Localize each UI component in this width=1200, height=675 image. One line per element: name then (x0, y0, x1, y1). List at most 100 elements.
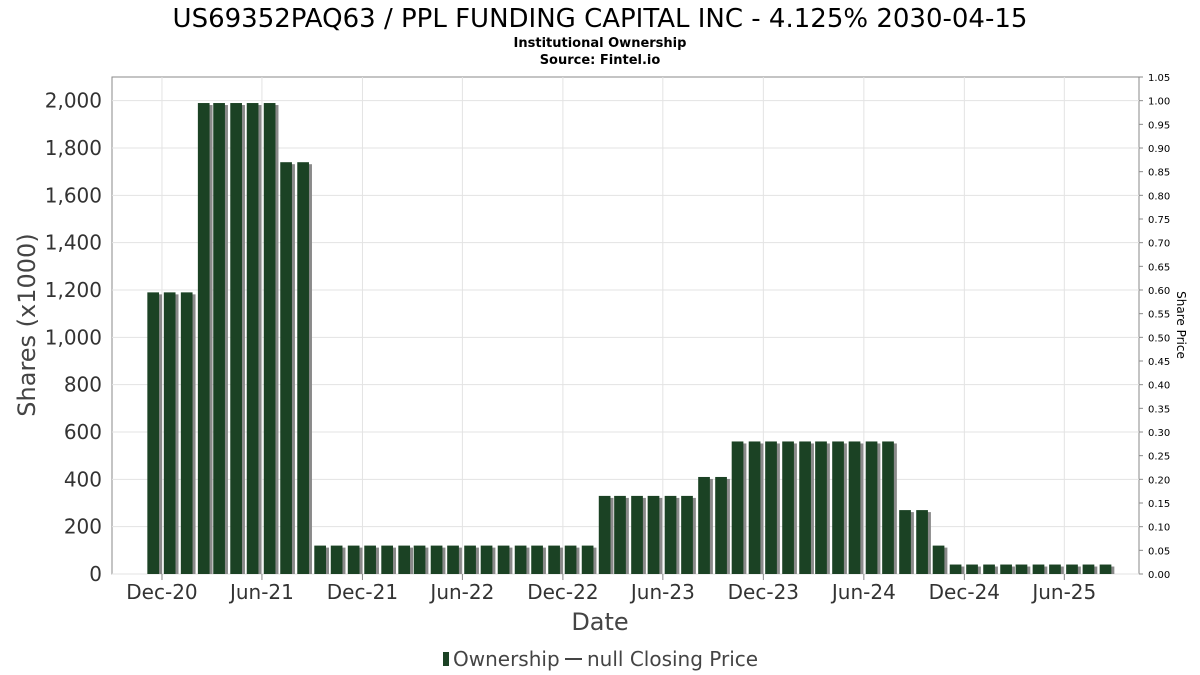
x-tick-label: Jun-23 (629, 580, 695, 604)
bar (564, 545, 577, 574)
bar (932, 545, 945, 574)
y-right-tick-label: 0.55 (1148, 310, 1170, 321)
bar (681, 495, 693, 574)
bar (631, 495, 643, 574)
bar (246, 103, 259, 575)
y-tick-label: 400 (64, 467, 102, 491)
bar (280, 162, 292, 574)
y-right-tick-label: 0.45 (1148, 357, 1170, 368)
y-right-tick-label: 0.20 (1148, 475, 1170, 486)
bar (966, 564, 978, 574)
y-right-tick-label: 0.50 (1148, 333, 1170, 344)
bar (1000, 564, 1012, 574)
y-right-tick-label: 1.05 (1148, 73, 1170, 84)
bar (330, 545, 343, 574)
bar (799, 441, 811, 574)
x-tick-label: Jun-24 (830, 580, 896, 604)
x-tick-label: Jun-21 (228, 580, 294, 604)
chart-subtitle: Institutional Ownership (514, 36, 687, 51)
y-right-tick-label: 0.95 (1148, 120, 1170, 131)
y-right-tick-label: 0.60 (1148, 286, 1170, 297)
y-right-tick-label: 1.00 (1148, 97, 1170, 108)
bar (1066, 564, 1078, 574)
x-axis-label: Date (571, 608, 628, 636)
y-right-tick-label: 0.90 (1148, 144, 1170, 155)
bar (1015, 564, 1028, 574)
bar (1082, 564, 1095, 574)
chart-title: US69352PAQ63 / PPL FUNDING CAPITAL INC -… (173, 4, 1028, 34)
bar (213, 103, 225, 575)
bar (647, 495, 660, 574)
legend-closing-price-label: null Closing Price (587, 647, 758, 671)
bar (314, 545, 326, 574)
y-tick-label: 1,200 (45, 278, 102, 302)
bar (480, 545, 493, 574)
y-right-tick-label: 0.30 (1148, 428, 1170, 439)
bar (297, 162, 309, 574)
bar (882, 441, 894, 574)
x-tick-label: Dec-20 (126, 580, 197, 604)
y-right-tick-label: 0.80 (1148, 191, 1170, 202)
bar (364, 545, 376, 574)
bar (782, 441, 794, 574)
y-axis-right: 0.00 0.05 0.10 0.15 0.20 0.25 0.30 0.35 0.40 0.45… (1139, 73, 1170, 581)
chart-source: Source: Fintel.io (540, 53, 661, 68)
bar (848, 441, 861, 574)
y-axis-left: 0 200 400 600 800 1,000 1,200 1,400 1,600 1,800 2,… (45, 89, 102, 586)
bar-series-ownership (147, 103, 1115, 575)
x-tick-label: Jun-25 (1030, 580, 1096, 604)
bar (1032, 564, 1045, 574)
y-tick-label: 2,000 (45, 89, 102, 113)
y-tick-label: 1,600 (45, 183, 102, 207)
y-right-tick-label: 0.35 (1148, 404, 1170, 415)
y-tick-label: 1,000 (45, 325, 102, 349)
legend-ownership-label: Ownership (453, 647, 560, 671)
bar (381, 545, 393, 574)
bar (347, 545, 360, 574)
bar (748, 441, 761, 574)
y-right-tick-label: 0.40 (1148, 381, 1170, 392)
legend-ownership-swatch (443, 652, 449, 666)
bar (230, 103, 242, 575)
bar (398, 545, 411, 574)
y-right-tick-label: 0.00 (1148, 570, 1170, 581)
bar (698, 476, 710, 574)
bar (865, 441, 878, 574)
bar (548, 545, 560, 574)
bar (163, 292, 176, 574)
y-tick-label: 800 (64, 373, 102, 397)
y-right-tick-label: 0.05 (1148, 546, 1170, 557)
y-right-tick-label: 0.85 (1148, 168, 1170, 179)
legend: Ownership null Closing Price (443, 647, 758, 671)
y-axis-right-label: Share Price (1174, 291, 1188, 359)
y-tick-label: 600 (64, 420, 102, 444)
bar (447, 545, 459, 574)
x-tick-label: Dec-24 (929, 580, 1000, 604)
y-tick-label: 200 (64, 515, 102, 539)
bar (430, 545, 443, 574)
bar (949, 564, 962, 574)
bar (765, 441, 777, 574)
bar (598, 495, 611, 574)
bar (413, 545, 426, 574)
y-right-tick-label: 0.70 (1148, 239, 1170, 250)
bar (664, 495, 677, 574)
x-tick-label: Dec-22 (527, 580, 598, 604)
x-axis: Dec-20 Jun-21 Dec-21 Jun-22 Dec-22 Jun-23 Dec-… (126, 574, 1096, 604)
bar (497, 545, 510, 574)
bar (263, 103, 276, 575)
bar (180, 292, 193, 574)
x-tick-label: Dec-23 (728, 580, 799, 604)
y-right-tick-label: 0.75 (1148, 215, 1170, 226)
bar (731, 441, 744, 574)
y-right-tick-label: 0.10 (1148, 523, 1170, 534)
bar (531, 545, 543, 574)
x-tick-label: Jun-22 (428, 580, 494, 604)
bar (1099, 564, 1112, 574)
bar (197, 103, 210, 575)
bar (899, 510, 911, 574)
y-tick-label: 1,800 (45, 136, 102, 160)
bar (815, 441, 827, 574)
